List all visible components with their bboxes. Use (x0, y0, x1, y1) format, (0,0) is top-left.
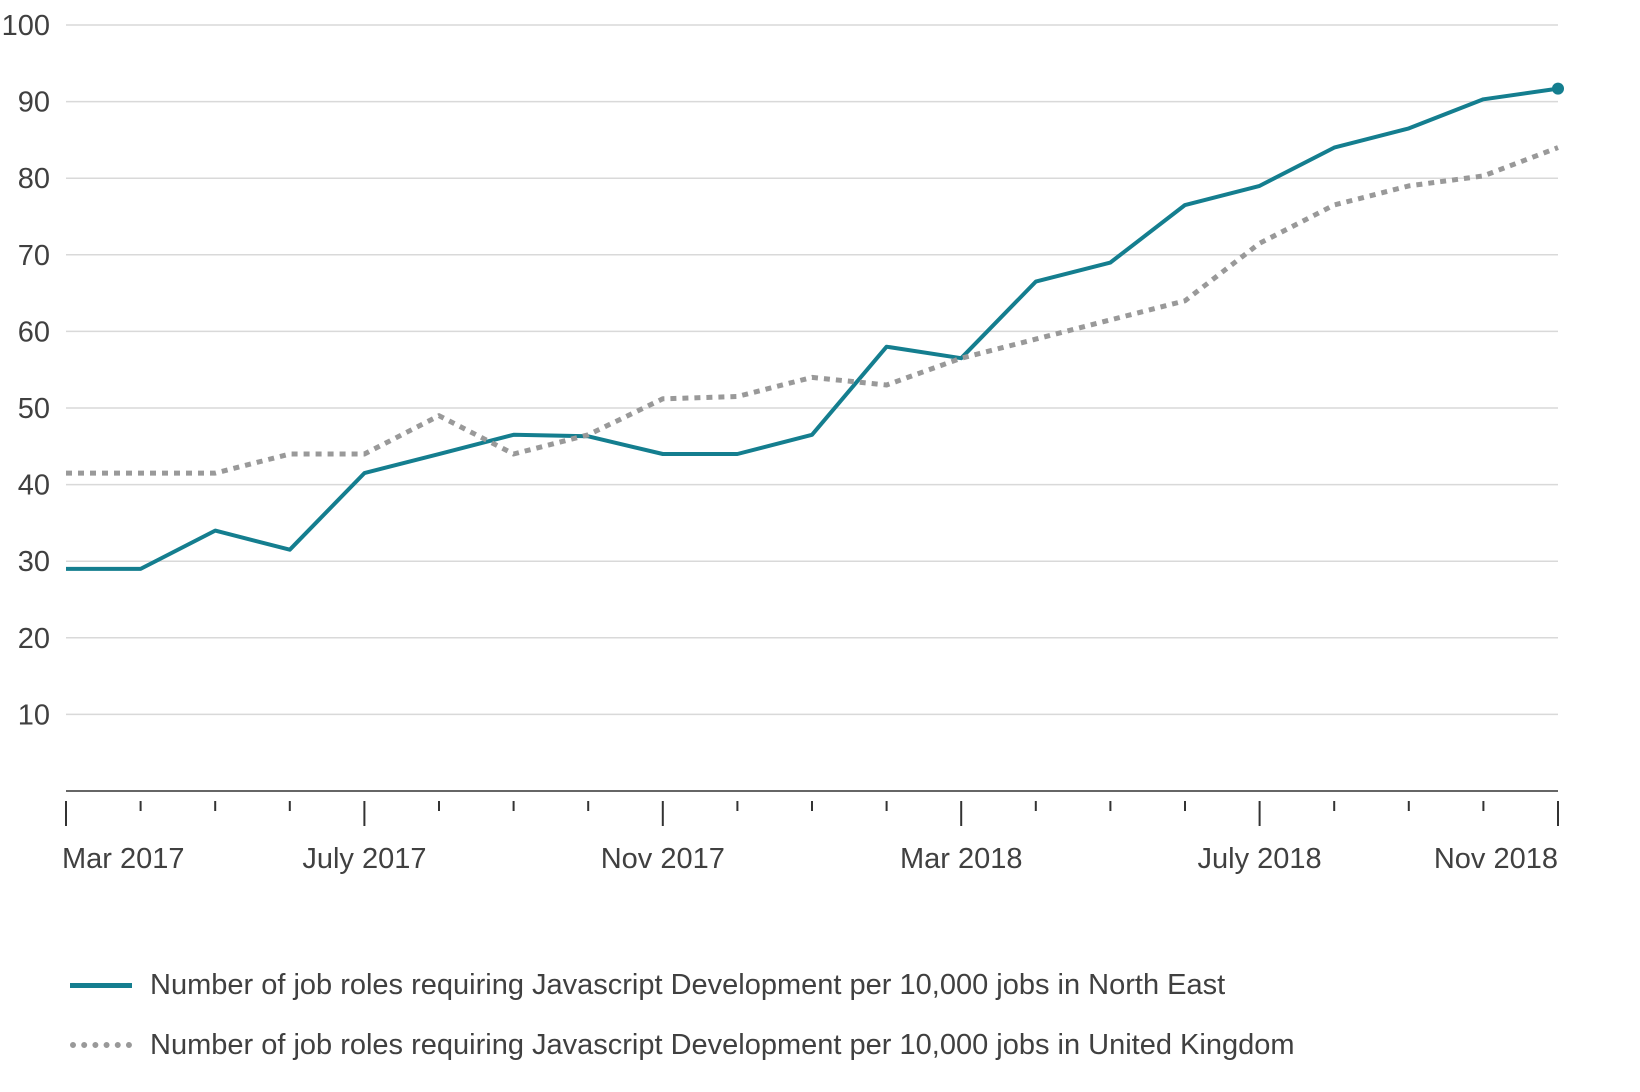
grid-lines (66, 24, 1558, 716)
y-tick-label: 20 (18, 623, 50, 655)
x-tick-label: July 2017 (302, 843, 426, 875)
x-axis-tick-labels: Mar 2017 July 2017 Nov 2017 Mar 2018 July 20… (62, 843, 1558, 875)
legend-swatch-united-kingdom (70, 1042, 132, 1048)
series-line-united-kingdom (66, 145, 1559, 476)
y-tick-label: 60 (18, 316, 50, 348)
y-tick-label: 100 (2, 10, 50, 42)
legend-label-united-kingdom: Number of job roles requiring Javascript… (150, 1028, 1295, 1061)
x-tick-label: Nov 2018 (1434, 843, 1558, 875)
legend-swatch-north-east (70, 982, 132, 988)
x-tick-label: Mar 2017 (62, 843, 185, 875)
x-axis (65, 790, 1559, 826)
legend-item-north-east[interactable]: Number of job roles requiring Javascript… (70, 955, 1295, 1015)
y-tick-label: 90 (18, 87, 50, 119)
x-tick-label: July 2018 (1198, 843, 1322, 875)
legend-item-united-kingdom[interactable]: Number of job roles requiring Javascript… (70, 1015, 1295, 1075)
y-tick-label: 30 (18, 546, 50, 578)
series-lines (66, 82, 1564, 571)
y-tick-label: 10 (18, 699, 50, 731)
x-tick-label: Nov 2017 (601, 843, 725, 875)
legend: Number of job roles requiring Javascript… (70, 955, 1295, 1075)
series-end-marker (1552, 82, 1564, 95)
legend-label-north-east: Number of job roles requiring Javascript… (150, 968, 1226, 1001)
y-tick-label: 80 (18, 163, 50, 195)
x-tick-label: Mar 2018 (900, 843, 1023, 875)
y-tick-label: 50 (18, 393, 50, 425)
line-chart: 10 20 30 40 50 60 70 80 90 100 Mar 2017 July 2017 N… (2, 10, 1564, 875)
y-axis-tick-labels: 10 20 30 40 50 60 70 80 90 100 (2, 10, 50, 731)
y-tick-label: 40 (18, 470, 50, 502)
series-line-north-east (66, 86, 1559, 571)
y-tick-label: 70 (18, 240, 50, 272)
